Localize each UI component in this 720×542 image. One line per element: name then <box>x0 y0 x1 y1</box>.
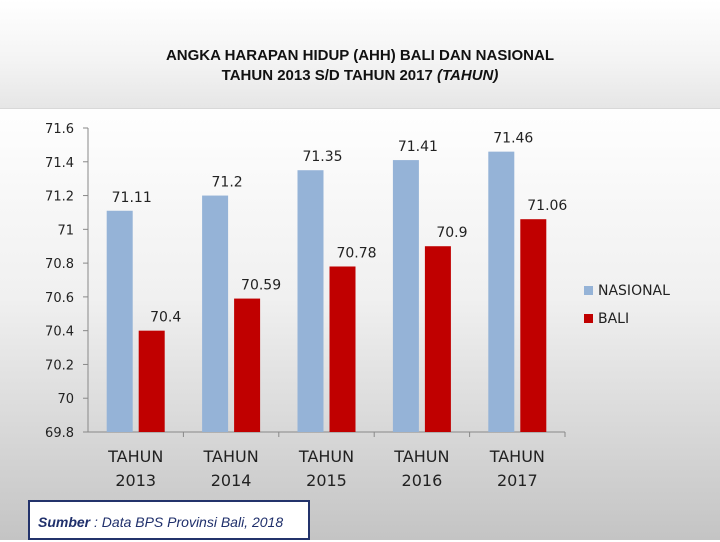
bar-nasional <box>392 160 419 433</box>
data-label: 71.06 <box>527 198 567 214</box>
y-tick-label: 70.4 <box>45 325 74 340</box>
x-tick-label: 2016 <box>402 471 443 490</box>
data-label: 71.35 <box>302 149 342 165</box>
title-banner: ANGKA HARAPAN HIDUP (AHH) BALI DAN NASIO… <box>0 0 720 109</box>
bar-nasional <box>297 170 324 432</box>
data-label: 70.9 <box>436 225 467 241</box>
data-label: 70.78 <box>336 245 376 261</box>
source-label: Sumber <box>38 514 91 530</box>
x-tick-label: 2017 <box>497 471 538 490</box>
x-tick-label: TAHUN <box>393 447 449 466</box>
legend-label-nasional: NASIONAL <box>598 283 670 299</box>
data-label: 70.4 <box>150 310 181 326</box>
y-tick-label: 70.6 <box>45 291 74 306</box>
bar-bali <box>424 246 451 432</box>
bar-bali <box>138 330 165 432</box>
bar-nasional <box>488 151 515 432</box>
chart-title-line2: TAHUN 2013 S/D TAHUN 2017 (TAHUN) <box>0 66 720 86</box>
x-tick-label: TAHUN <box>107 447 163 466</box>
y-tick-label: 70.8 <box>45 257 74 272</box>
legend-swatch-nasional <box>584 286 593 295</box>
x-tick-label: 2015 <box>306 471 347 490</box>
chart-title-line2-unit: (TAHUN) <box>436 67 499 84</box>
y-tick-label: 69.8 <box>45 426 74 441</box>
y-tick-label: 71.6 <box>45 122 74 137</box>
bar-bali <box>520 219 547 432</box>
y-tick-label: 71.4 <box>45 156 74 171</box>
x-tick-label: 2014 <box>211 471 252 490</box>
source-note: Sumber : Data BPS Provinsi Bali, 2018 <box>28 500 310 540</box>
bar-nasional <box>106 210 133 432</box>
y-tick-label: 70 <box>57 392 74 407</box>
x-tick-label: TAHUN <box>298 447 354 466</box>
data-label: 70.59 <box>241 278 281 294</box>
legend-label-bali: BALI <box>598 311 629 327</box>
x-tick-label: TAHUN <box>203 447 259 466</box>
data-label: 71.11 <box>112 190 152 206</box>
y-tick-label: 71 <box>57 223 74 238</box>
y-tick-label: 70.2 <box>45 358 74 373</box>
x-tick-label: 2013 <box>115 471 156 490</box>
x-tick-label: TAHUN <box>489 447 545 466</box>
legend-swatch-bali <box>584 314 593 323</box>
chart-title: ANGKA HARAPAN HIDUP (AHH) BALI DAN NASIO… <box>0 46 720 86</box>
bar-nasional <box>202 195 229 432</box>
data-label: 71.41 <box>398 139 438 155</box>
y-tick-label: 71.2 <box>45 190 74 205</box>
data-label: 71.46 <box>493 131 533 147</box>
data-label: 71.2 <box>212 175 243 191</box>
bar-bali <box>329 266 356 432</box>
chart-title-line2-main: TAHUN 2013 S/D TAHUN 2017 <box>221 67 437 84</box>
chart-title-line1: ANGKA HARAPAN HIDUP (AHH) BALI DAN NASIO… <box>165 47 555 64</box>
source-text: : Data BPS Provinsi Bali, 2018 <box>90 514 284 530</box>
bar-bali <box>234 298 261 432</box>
